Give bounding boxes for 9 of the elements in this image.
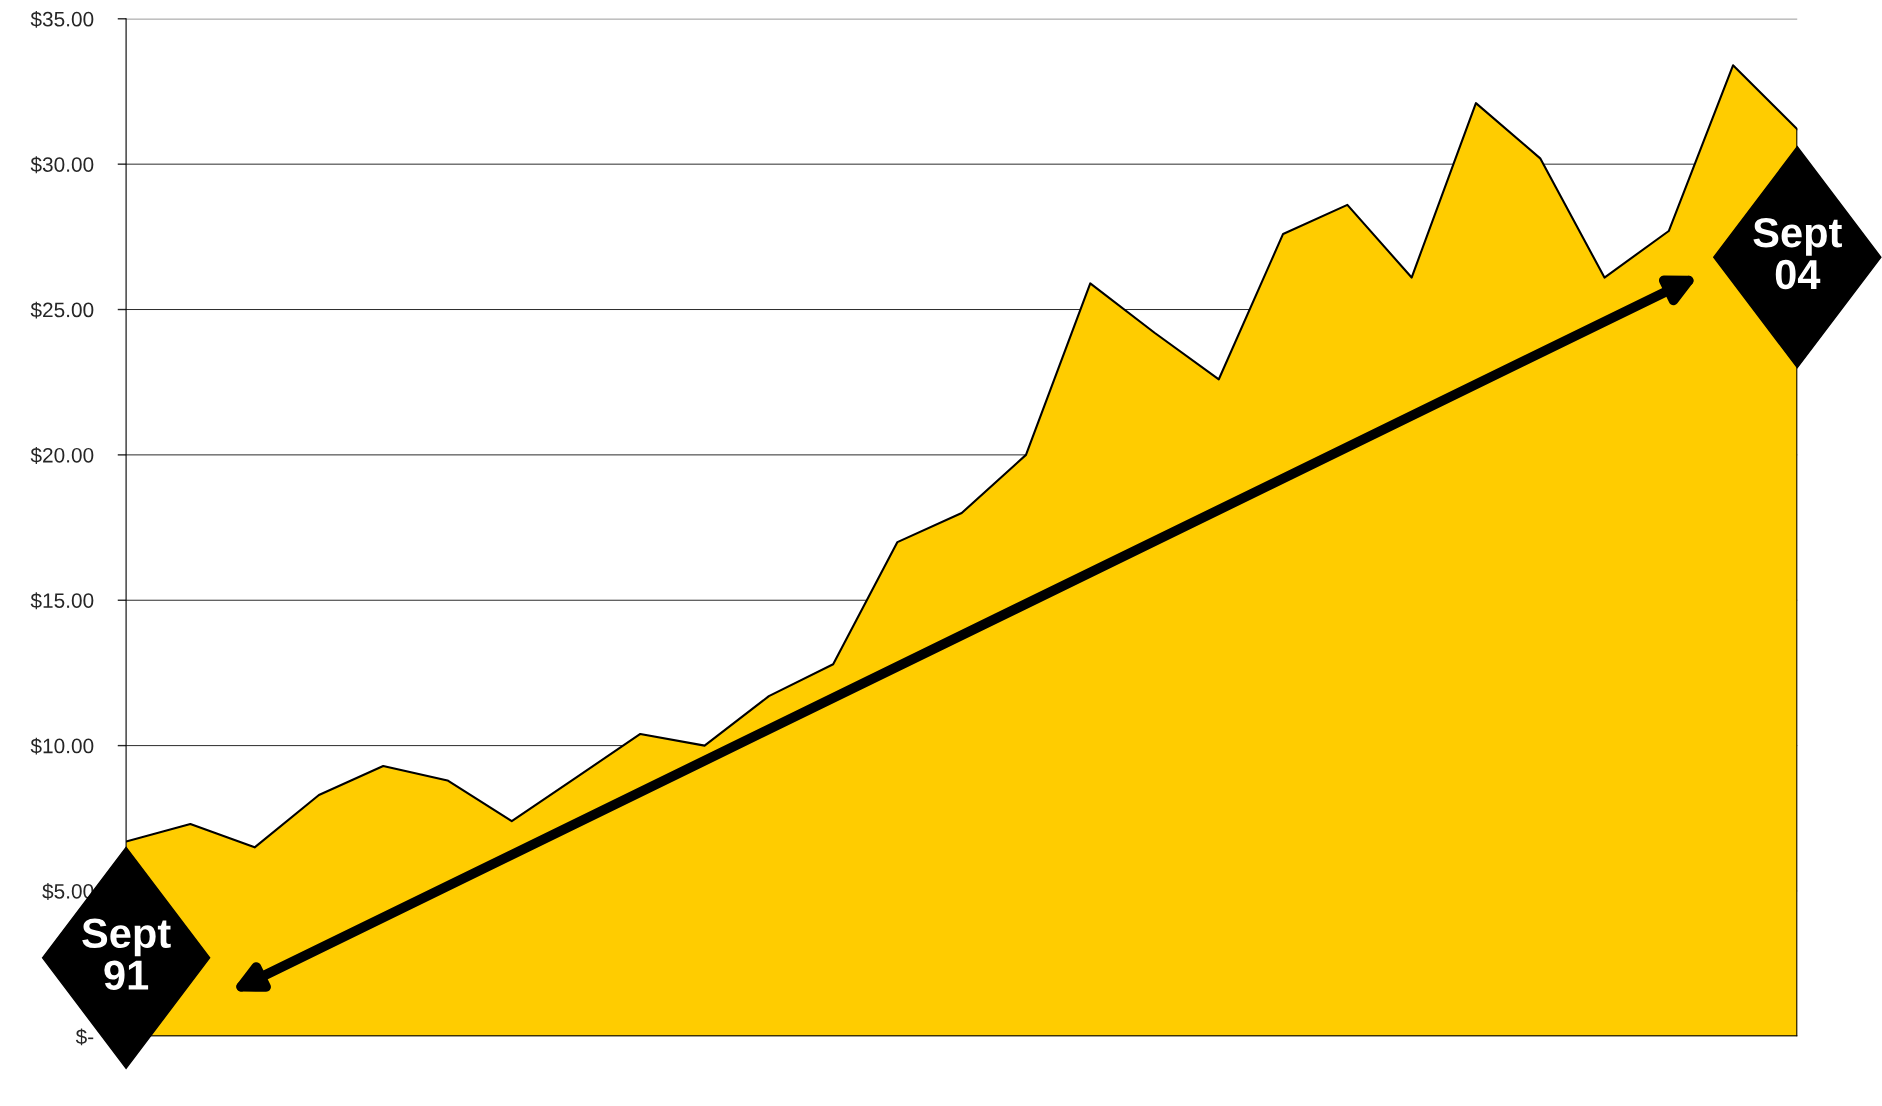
y-tick-label: $25.00 bbox=[30, 301, 94, 319]
annotation: Sept 91 bbox=[82, 918, 171, 990]
y-tick-label: $20.00 bbox=[30, 447, 94, 464]
y-tick-label: $30.00 bbox=[30, 156, 94, 174]
y-tick-label: $10.00 bbox=[30, 737, 94, 755]
annotation: Sept 04 bbox=[1753, 217, 1842, 290]
y-tick-label: $35.00 bbox=[30, 10, 94, 28]
y-tick-label: $15.00 bbox=[30, 592, 94, 610]
y-tick-label: $- bbox=[75, 1028, 94, 1046]
